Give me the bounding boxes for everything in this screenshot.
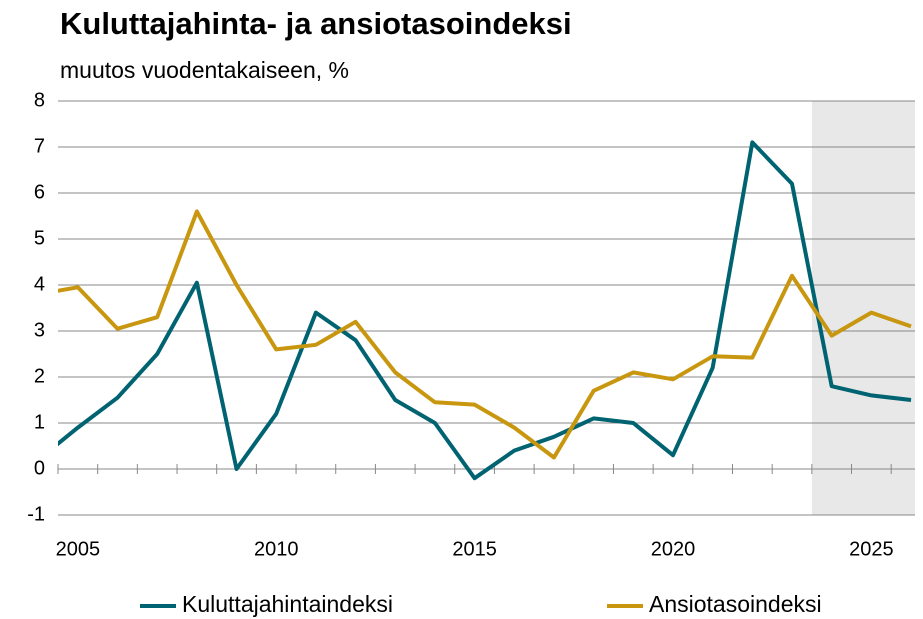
y-tick-label: 7	[34, 135, 45, 157]
legend-label: Ansiotasoindeksi	[649, 591, 822, 617]
y-tick-label: 1	[34, 411, 45, 433]
legend-label: Kuluttajahintaindeksi	[182, 591, 393, 617]
y-tick-label: 6	[34, 181, 45, 203]
x-tick-label: 2020	[651, 538, 696, 560]
x-tick-label: 2015	[452, 538, 497, 560]
y-tick-label: 5	[34, 227, 45, 249]
y-tick-label: 3	[34, 319, 45, 341]
chart-subtitle: muutos vuodentakaiseen, %	[60, 57, 349, 83]
x-tick-label: 2025	[849, 538, 894, 560]
y-tick-label: 4	[34, 273, 45, 295]
series-line	[58, 209, 912, 460]
y-tick-label: -1	[27, 503, 45, 525]
forecast-area	[811, 101, 915, 515]
x-tick-label: 2010	[254, 538, 299, 560]
x-tick-label: 2005	[56, 538, 101, 560]
series-line	[58, 140, 912, 481]
y-tick-label: 2	[34, 365, 45, 387]
chart-title: Kuluttajahinta- ja ansiotasoindeksi	[60, 6, 572, 41]
y-tick-label: 0	[34, 457, 45, 479]
y-tick-label: 8	[34, 89, 45, 111]
